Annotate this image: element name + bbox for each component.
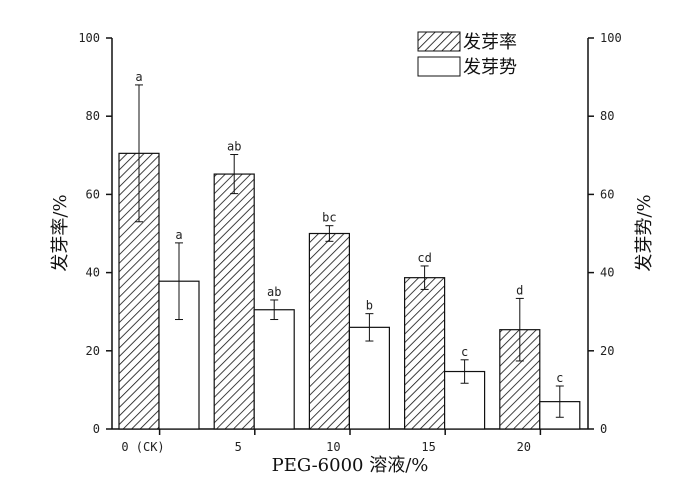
legend: 发芽率 发芽势	[417, 31, 517, 78]
x-tick-label: 20	[517, 440, 531, 454]
x-axis-title: PEG-6000 溶液/%	[272, 455, 429, 476]
x-tick-label: 10	[326, 440, 340, 454]
bar-germination-rate	[213, 173, 255, 430]
x-tick-label: 5	[235, 440, 242, 454]
left-tick-label: 80	[86, 109, 100, 123]
bar-germination-rate	[499, 329, 541, 430]
significance-letter: c	[461, 345, 468, 359]
x-tick-label: 15	[421, 440, 435, 454]
bar-germination-rate	[404, 277, 446, 430]
significance-letter: b	[366, 299, 373, 313]
significance-letter: a	[175, 228, 182, 242]
significance-letter: ab	[267, 285, 281, 299]
left-tick-label: 100	[78, 31, 100, 45]
left-tick-label: 0	[93, 422, 100, 436]
legend-swatch-hatched	[417, 31, 461, 52]
significance-letter: d	[516, 283, 523, 297]
x-tick-label: 0 (CK)	[121, 440, 164, 454]
left-tick-label: 60	[86, 187, 100, 201]
bar-germination-energy	[253, 309, 295, 430]
right-tick-label: 60	[600, 187, 614, 201]
right-tick-label: 40	[600, 266, 614, 280]
left-ticks: 0 20 40 60 80 100	[78, 31, 112, 436]
right-tick-label: 20	[600, 344, 614, 358]
left-y-axis-title: 发芽率/%	[50, 194, 71, 271]
significance-letter: cd	[417, 251, 431, 265]
right-tick-label: 80	[600, 109, 614, 123]
significance-letter: bc	[322, 211, 336, 225]
legend-swatch-white	[417, 56, 461, 77]
x-ticks: 0 (CK) 5 10 15 20	[121, 429, 542, 454]
right-tick-label: 100	[600, 31, 622, 45]
right-y-axis-title: 发芽势/%	[634, 194, 655, 271]
left-tick-label: 40	[86, 266, 100, 280]
bar-germination-rate	[308, 232, 350, 430]
significance-letter: c	[556, 371, 563, 385]
legend-label-germination-energy: 发芽势	[463, 57, 517, 78]
significance-letter: a	[135, 70, 142, 84]
significance-letter: ab	[227, 140, 241, 154]
legend-label-germination-rate: 发芽率	[463, 32, 517, 53]
right-ticks: 0 20 40 60 80 100	[588, 31, 622, 436]
right-tick-label: 0	[600, 422, 607, 436]
left-tick-label: 20	[86, 344, 100, 358]
bar-germination-energy	[348, 326, 390, 430]
